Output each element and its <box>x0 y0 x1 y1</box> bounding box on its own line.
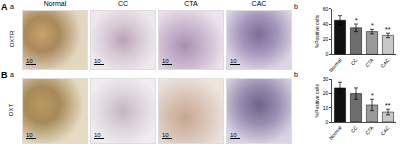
svg-text:CC: CC <box>349 124 358 134</box>
svg-text:0: 0 <box>326 119 329 125</box>
html-text:10: 10 <box>94 132 101 138</box>
html-text:A a: A a <box>1 2 14 12</box>
html-text:10: 10 <box>26 132 33 138</box>
svg-text:CTA: CTA <box>364 56 375 68</box>
html-text:CTA: CTA <box>184 0 198 7</box>
svg-text:Normal: Normal <box>328 57 343 73</box>
html-text:OXTR: OXTR <box>8 30 15 48</box>
svg-text:0: 0 <box>326 51 329 57</box>
html-text:b: b <box>294 3 298 10</box>
html-text:10: 10 <box>162 132 169 138</box>
svg-text:Normal: Normal <box>328 125 343 141</box>
svg-text:*: * <box>355 17 358 24</box>
svg-text:60: 60 <box>323 6 329 12</box>
html-text:OXT: OXT <box>8 103 15 117</box>
html-text:b: b <box>294 71 298 78</box>
html-text:CC: CC <box>117 0 129 7</box>
svg-text:**: ** <box>385 102 391 109</box>
svg-text:20: 20 <box>323 36 329 42</box>
html-text:B a: B a <box>1 70 14 80</box>
html-text:10: 10 <box>230 132 237 138</box>
html-text:Normal: Normal <box>43 0 67 7</box>
svg-text:%Positive cells: %Positive cells <box>314 84 320 118</box>
svg-text:%Positive cells: %Positive cells <box>314 14 320 48</box>
svg-text:*: * <box>371 92 374 99</box>
svg-text:CAC: CAC <box>379 57 391 69</box>
svg-text:CAC: CAC <box>379 124 391 136</box>
html-text:10: 10 <box>94 58 101 64</box>
svg-text:40: 40 <box>323 21 329 27</box>
svg-text:CTA: CTA <box>364 124 375 136</box>
svg-text:CC: CC <box>349 57 358 67</box>
svg-text:20: 20 <box>323 90 329 96</box>
svg-text:**: ** <box>385 26 391 33</box>
svg-text:30: 30 <box>323 76 329 82</box>
svg-text:*: * <box>371 22 374 29</box>
html-text:10: 10 <box>162 58 169 64</box>
svg-text:10: 10 <box>323 105 329 111</box>
html-text:10: 10 <box>230 58 237 64</box>
html-text:10: 10 <box>26 58 33 64</box>
html-text:CAC: CAC <box>251 0 267 7</box>
